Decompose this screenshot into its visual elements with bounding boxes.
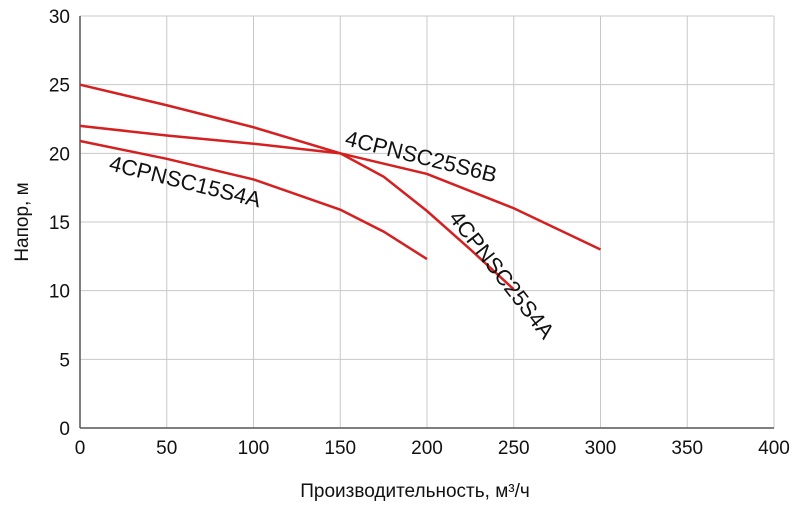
y-tick-label: 10	[49, 282, 70, 303]
series-label: 4CPNSC25S6B	[343, 126, 500, 188]
y-tick-label: 0	[59, 419, 70, 440]
x-tick-label: 200	[411, 438, 443, 459]
x-tick-label: 350	[671, 438, 703, 459]
y-tick-label: 15	[49, 213, 70, 234]
y-tick-label: 25	[49, 76, 70, 97]
series-label: 4CPNSC25S4A	[444, 206, 560, 344]
series-line	[79, 139, 428, 261]
x-tick-label: 300	[585, 438, 617, 459]
x-tick-label: 250	[498, 438, 530, 459]
x-tick-label: 400	[758, 438, 790, 459]
x-axis-label: Производительность, м³/ч	[300, 481, 530, 502]
x-tick-label: 150	[324, 438, 356, 459]
x-tick-label: 100	[238, 438, 270, 459]
series-line	[79, 83, 515, 291]
x-tick-label: 50	[156, 438, 177, 459]
y-tick-label: 20	[49, 144, 70, 165]
y-axis-label: Напор, м	[12, 182, 33, 261]
x-tick-label: 0	[75, 438, 86, 459]
series-label: 4CPNSC15S4A	[107, 151, 264, 213]
y-tick-label: 30	[49, 7, 70, 28]
y-tick-label: 5	[59, 350, 70, 371]
